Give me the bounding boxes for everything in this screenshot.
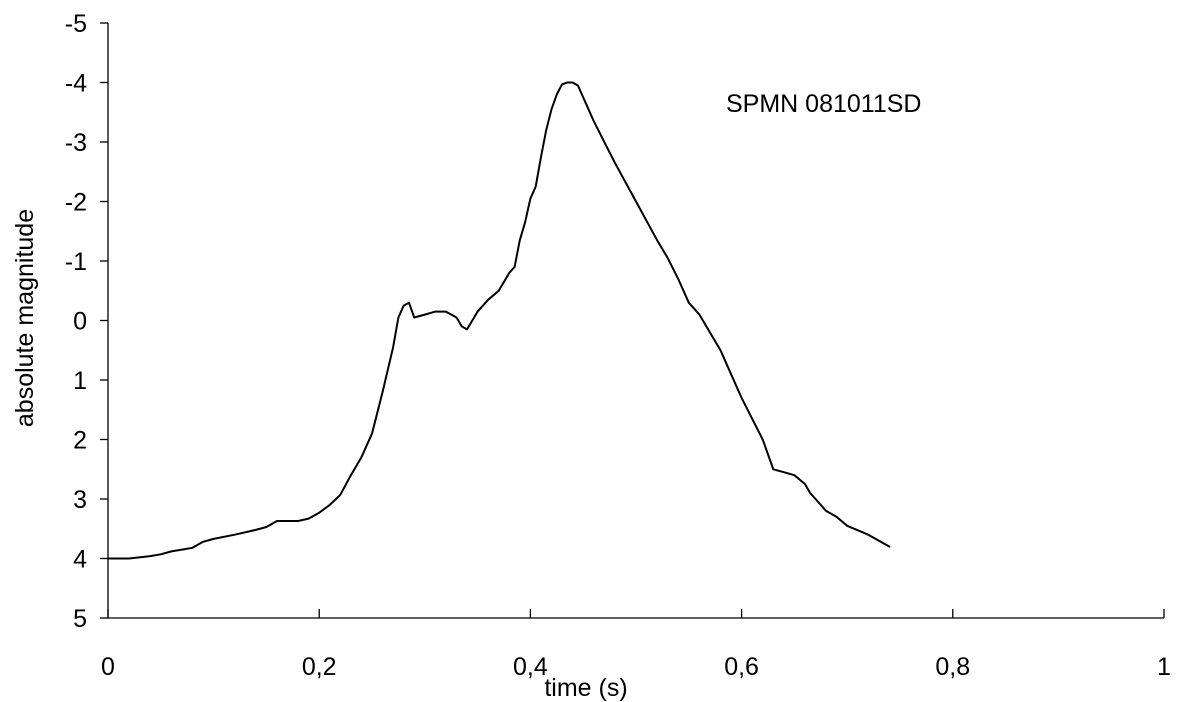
y-axis-title: absolute magnitude: [11, 209, 39, 427]
y-tick-label: 0: [73, 308, 87, 336]
x-tick-label: 0,2: [302, 653, 337, 681]
y-tick-label: 4: [73, 546, 87, 574]
x-tick-label: 0,8: [935, 653, 970, 681]
y-tick-label: 2: [73, 427, 87, 455]
y-tick-label: 1: [73, 367, 87, 395]
x-tick-label: 0,6: [724, 653, 759, 681]
y-tick-label: -1: [65, 248, 87, 276]
y-tick-label: 5: [73, 605, 87, 633]
x-axis-title: time (s): [544, 674, 627, 702]
chart-annotation: SPMN 081011SD: [726, 90, 921, 118]
x-tick-label: 0: [101, 653, 115, 681]
y-tick-label: -5: [65, 10, 87, 38]
x-tick-label: 1: [1157, 653, 1171, 681]
y-tick-label: -4: [65, 70, 87, 98]
series-line-1: [107, 81, 891, 560]
y-tick-label: 3: [73, 486, 87, 514]
y-tick-label: -2: [65, 189, 87, 217]
x-tick-label: 0,4: [513, 653, 548, 681]
y-tick-label: -3: [65, 129, 87, 157]
